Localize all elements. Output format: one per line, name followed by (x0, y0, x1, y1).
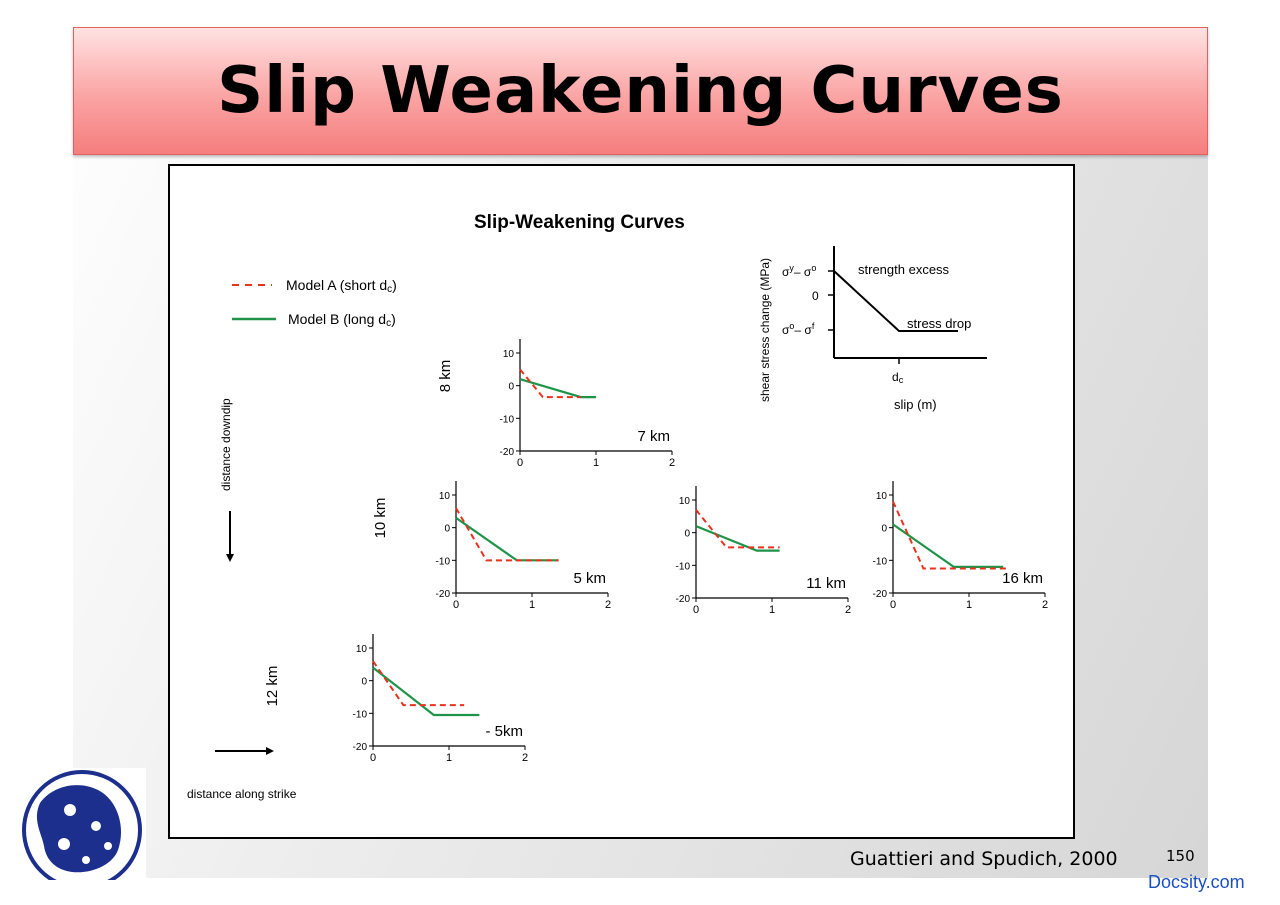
panel-strike-label: - 5km (486, 723, 524, 740)
downdip-arrowhead (226, 554, 234, 562)
panel-xtick-label: 0 (370, 752, 376, 764)
panel-xtick-label: 2 (522, 752, 528, 764)
slide-title: Slip Weakening Curves (217, 54, 1064, 128)
panel-xtick-label: 0 (890, 599, 896, 611)
panel-xtick-label: 0 (517, 457, 523, 469)
figure-title: Slip-Weakening Curves (474, 212, 685, 233)
panel-ytick-label: -20 (353, 742, 368, 753)
panel-depth-label: 12 km (264, 666, 281, 707)
figure-frame: Slip-Weakening Curves Model A (short dc)… (168, 164, 1075, 839)
panel-1: 100-10-200 1 27 km8 km (437, 339, 675, 469)
panel-depth-label: 8 km (437, 360, 454, 393)
panel-xtick-label: 1 (769, 604, 775, 616)
panel-ytick-label: -10 (500, 414, 515, 425)
panel-strike-label: 5 km (573, 570, 606, 587)
panel-ytick-label: 0 (881, 524, 887, 535)
stress-drop-label: stress drop (907, 316, 971, 331)
model-b-line (519, 378, 596, 399)
panel-xtick-label: 0 (693, 604, 699, 616)
panel-xtick-label: 1 (593, 457, 599, 469)
panel-depth-label: 10 km (372, 498, 389, 539)
schematic-label-top: σy– σo (782, 263, 816, 279)
schematic-curve (833, 270, 958, 332)
model-a-line (455, 507, 559, 562)
docsity-link[interactable]: Docsity.com (1148, 872, 1245, 892)
strength-excess-label: strength excess (858, 262, 950, 277)
logo-box (0, 768, 146, 890)
model-b-line (455, 516, 559, 562)
page-number: 150 (1166, 847, 1195, 865)
legend-label-model-a: Model A (short dc) (286, 277, 397, 295)
panel-ytick-label: 0 (684, 529, 690, 540)
model-b-line (695, 525, 780, 552)
panel-ytick-label: 10 (876, 491, 888, 502)
panel-strike-label: 16 km (1002, 570, 1043, 587)
panel-ytick-label: -10 (676, 561, 691, 572)
downdip-label: distance downdip (219, 398, 233, 491)
panel-ytick-label: 0 (361, 677, 367, 688)
panel-strike-label: 7 km (637, 428, 670, 445)
panel-xtick-label: 2 (845, 604, 851, 616)
strike-label: distance along strike (187, 787, 297, 801)
panel-xtick-label: 1 (529, 599, 535, 611)
schematic-label-zero: 0 (812, 289, 819, 303)
panel-ytick-label: 10 (503, 349, 515, 360)
panel-ytick-label: -10 (436, 556, 451, 567)
title-bar: Slip Weakening Curves (73, 27, 1208, 155)
panel-xtick-label: 2 (669, 457, 675, 469)
panel-xtick-label: 1 (446, 752, 452, 764)
panel-ytick-label: -20 (873, 589, 888, 600)
panel-ytick-label: -10 (353, 709, 368, 720)
model-a-line (695, 509, 780, 549)
panel-ytick-label: 0 (444, 524, 450, 535)
panel-ytick-label: 10 (356, 644, 368, 655)
panel-ytick-label: -20 (676, 594, 691, 605)
legend-label-model-b: Model B (long dc) (288, 311, 396, 329)
schematic-xtick-label: dc (892, 370, 904, 385)
schematic-label-bottom: σo– σf (782, 321, 815, 337)
schematic-inset: shear stress change (MPa) σy– σo 0 σo– σ… (758, 246, 987, 412)
model-b-line (372, 666, 480, 717)
panel-xtick-label: 2 (605, 599, 611, 611)
panel-ytick-label: 10 (439, 491, 451, 502)
panel-ytick-label: -10 (873, 556, 888, 567)
panel-ytick-label: -20 (500, 447, 515, 458)
panel-ytick-label: 0 (508, 382, 514, 393)
panel-xtick-label: 0 (453, 599, 459, 611)
schematic-xlabel: slip (m) (894, 397, 937, 412)
model-a-line (372, 660, 465, 707)
docsity-logo-icon (22, 770, 142, 890)
panel-4: 100-10-200 1 216 km (873, 481, 1048, 611)
schematic-ylabel: shear stress change (MPa) (758, 258, 772, 402)
slip-weakening-figure: Slip-Weakening Curves Model A (short dc)… (187, 212, 1048, 801)
strike-arrowhead (266, 747, 274, 755)
model-b-line (892, 523, 1004, 568)
panel-xtick-label: 2 (1042, 599, 1048, 611)
panel-ytick-label: 10 (679, 496, 691, 507)
model-a-line (892, 501, 1007, 570)
panel-strike-label: 11 km (806, 575, 846, 592)
citation: Guattieri and Spudich, 2000 (850, 848, 1118, 870)
model-a-line (519, 368, 581, 399)
panel-ytick-label: -20 (436, 589, 451, 600)
panel-3: 100-10-200 1 211 km (676, 486, 851, 616)
panel-xtick-label: 1 (966, 599, 972, 611)
